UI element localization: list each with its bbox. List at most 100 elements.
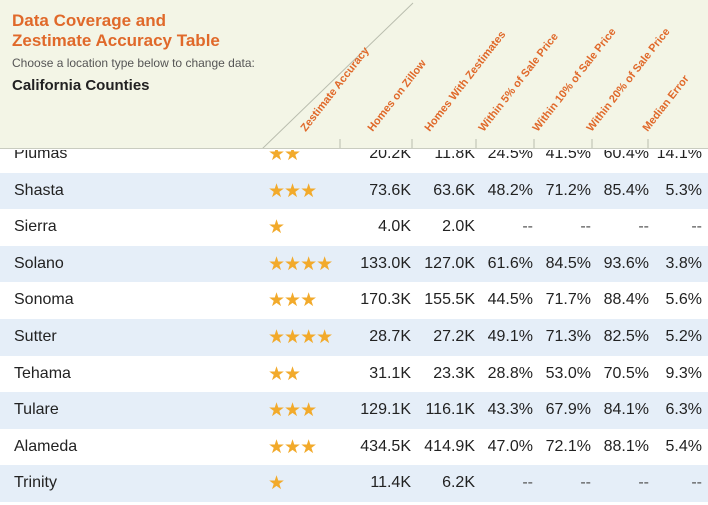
star-icon: ★ — [268, 180, 285, 202]
cell-zestimates: 155.5K — [424, 291, 475, 309]
table-row[interactable]: Solano ★★★★ 133.0K 127.0K 61.6% 84.5% 93.6% 3.8… — [0, 245, 708, 283]
cell-homes: 129.1K — [360, 401, 411, 419]
cell-median-error: 9.3% — [665, 364, 702, 382]
county-name[interactable]: Tehama — [14, 364, 71, 382]
cell-w5: -- — [522, 474, 533, 492]
cell-w5: 28.8% — [487, 364, 533, 382]
county-name[interactable]: Sonoma — [14, 291, 74, 309]
cell-homes: 11.4K — [370, 474, 411, 492]
cell-zestimates: 23.3K — [433, 364, 475, 382]
table-row[interactable]: Alameda ★★★ 434.5K 414.9K 47.0% 72.1% 88.1% 5.4… — [0, 429, 708, 466]
star-icon: ★ — [268, 400, 285, 422]
title-line-2: Zestimate Accuracy Table — [12, 31, 220, 50]
cell-w5: 43.3% — [487, 401, 533, 419]
cell-w20: 82.5% — [603, 328, 649, 345]
star-icon: ★ — [268, 363, 285, 385]
table-row[interactable]: Sonoma ★★★ 170.3K 155.5K 44.5% 71.7% 88.4% 5.6% — [0, 282, 708, 319]
county-name[interactable]: Tulare — [14, 401, 59, 419]
cell-median-error: 5.4% — [665, 437, 702, 455]
title-line-1: Data Coverage and — [12, 11, 166, 30]
cell-w10: 71.3% — [545, 328, 591, 345]
rating-stars: ★ — [268, 472, 285, 495]
star-icon: ★ — [268, 290, 285, 312]
star-icon: ★ — [284, 400, 301, 422]
cell-homes: 73.6K — [369, 181, 411, 199]
cell-median-error: -- — [691, 474, 702, 492]
cell-median-error: 3.8% — [665, 254, 702, 272]
table-row[interactable]: Tulare ★★★ 129.1K 116.1K 43.3% 67.9% 84.1% 6.3% — [0, 392, 708, 429]
cell-w10: 71.7% — [545, 291, 591, 309]
county-name[interactable]: Trinity — [14, 474, 57, 492]
cell-zestimates: 414.9K — [424, 437, 475, 455]
star-icon: ★ — [316, 327, 333, 348]
cell-w10: -- — [580, 474, 591, 492]
cell-w10: 67.9% — [545, 401, 591, 419]
cell-zestimates: 63.6K — [433, 181, 475, 199]
cell-zestimates: 11.8K — [434, 150, 475, 162]
cell-w20: 93.6% — [603, 254, 649, 272]
star-icon: ★ — [284, 436, 301, 458]
cell-homes: 28.7K — [369, 328, 411, 345]
county-name[interactable]: Alameda — [14, 437, 78, 455]
county-name[interactable]: Plumas — [14, 150, 68, 162]
star-icon: ★ — [300, 290, 317, 312]
cell-zestimates: 27.2K — [433, 328, 475, 345]
table-row[interactable]: Sierra ★ 4.0K 2.0K -- -- -- -- — [0, 209, 708, 246]
cell-median-error: 5.6% — [665, 291, 702, 309]
table-row[interactable]: Trinity ★ 11.4K 6.2K -- -- -- -- — [0, 465, 708, 502]
location-type-hint: Choose a location type below to change d… — [12, 56, 255, 70]
cell-zestimates: 2.0K — [442, 218, 475, 236]
rating-stars: ★★ — [268, 363, 301, 386]
cell-homes: 133.0K — [360, 254, 411, 272]
county-name[interactable]: Sierra — [14, 218, 57, 236]
star-icon: ★ — [300, 327, 317, 348]
location-type-selector[interactable]: California Counties — [12, 77, 150, 94]
cell-w5: 49.1% — [487, 328, 533, 345]
table-row[interactable]: Plumas ★★ 20.2K 11.8K 24.5% 41.5% 60.4% 14.1% — [0, 150, 708, 173]
cell-homes: 20.2K — [369, 150, 411, 162]
table-row[interactable]: Sutter ★★★★ 28.7K 27.2K 49.1% 71.3% 82.5% 5.2% — [0, 319, 708, 356]
cell-zestimates: 127.0K — [424, 254, 475, 272]
cell-w10: 72.1% — [545, 437, 591, 455]
rating-stars: ★★ — [268, 150, 301, 166]
star-icon: ★ — [300, 180, 317, 202]
star-icon: ★ — [284, 327, 301, 348]
data-table: Plumas ★★ 20.2K 11.8K 24.5% 41.5% 60.4% 14.1% Sh… — [0, 150, 708, 505]
rating-stars: ★★★ — [268, 436, 317, 459]
cell-w20: 88.4% — [603, 291, 649, 309]
star-icon: ★ — [284, 180, 301, 202]
star-icon: ★ — [284, 150, 301, 165]
star-icon: ★ — [268, 436, 285, 458]
cell-w5: -- — [522, 218, 533, 236]
cell-w5: 61.6% — [487, 254, 533, 272]
cell-w20: 85.4% — [603, 181, 649, 199]
cell-w20: 88.1% — [603, 437, 649, 455]
cell-median-error: 6.3% — [665, 401, 702, 419]
cell-median-error: 5.2% — [665, 328, 702, 345]
cell-w20: 70.5% — [603, 364, 649, 382]
star-icon: ★ — [268, 473, 285, 495]
star-icon: ★ — [268, 217, 285, 239]
table-row[interactable]: Tehama ★★ 31.1K 23.3K 28.8% 53.0% 70.5% 9.3% — [0, 356, 708, 393]
cell-homes: 434.5K — [360, 437, 411, 455]
cell-w5: 44.5% — [487, 291, 533, 309]
star-icon: ★ — [300, 253, 317, 275]
rating-stars: ★★★★ — [268, 326, 333, 349]
star-icon: ★ — [284, 290, 301, 312]
cell-median-error: 5.3% — [665, 181, 702, 199]
table-row[interactable]: Shasta ★★★ 73.6K 63.6K 48.2% 71.2% 85.4% 5.3% — [0, 172, 708, 210]
star-icon: ★ — [284, 253, 301, 275]
star-icon: ★ — [284, 363, 301, 385]
rating-stars: ★★★★ — [268, 253, 333, 276]
header-divider-lines — [262, 2, 649, 148]
cell-homes: 170.3K — [360, 291, 411, 309]
cell-w5: 47.0% — [487, 437, 533, 455]
cell-w5: 24.5% — [487, 150, 533, 162]
cell-zestimates: 6.2K — [442, 474, 475, 492]
county-name[interactable]: Sutter — [14, 328, 57, 345]
county-name[interactable]: Shasta — [14, 181, 64, 199]
star-icon: ★ — [300, 436, 317, 458]
cell-w20: -- — [638, 474, 649, 492]
county-name[interactable]: Solano — [14, 254, 64, 272]
star-icon: ★ — [316, 253, 333, 275]
